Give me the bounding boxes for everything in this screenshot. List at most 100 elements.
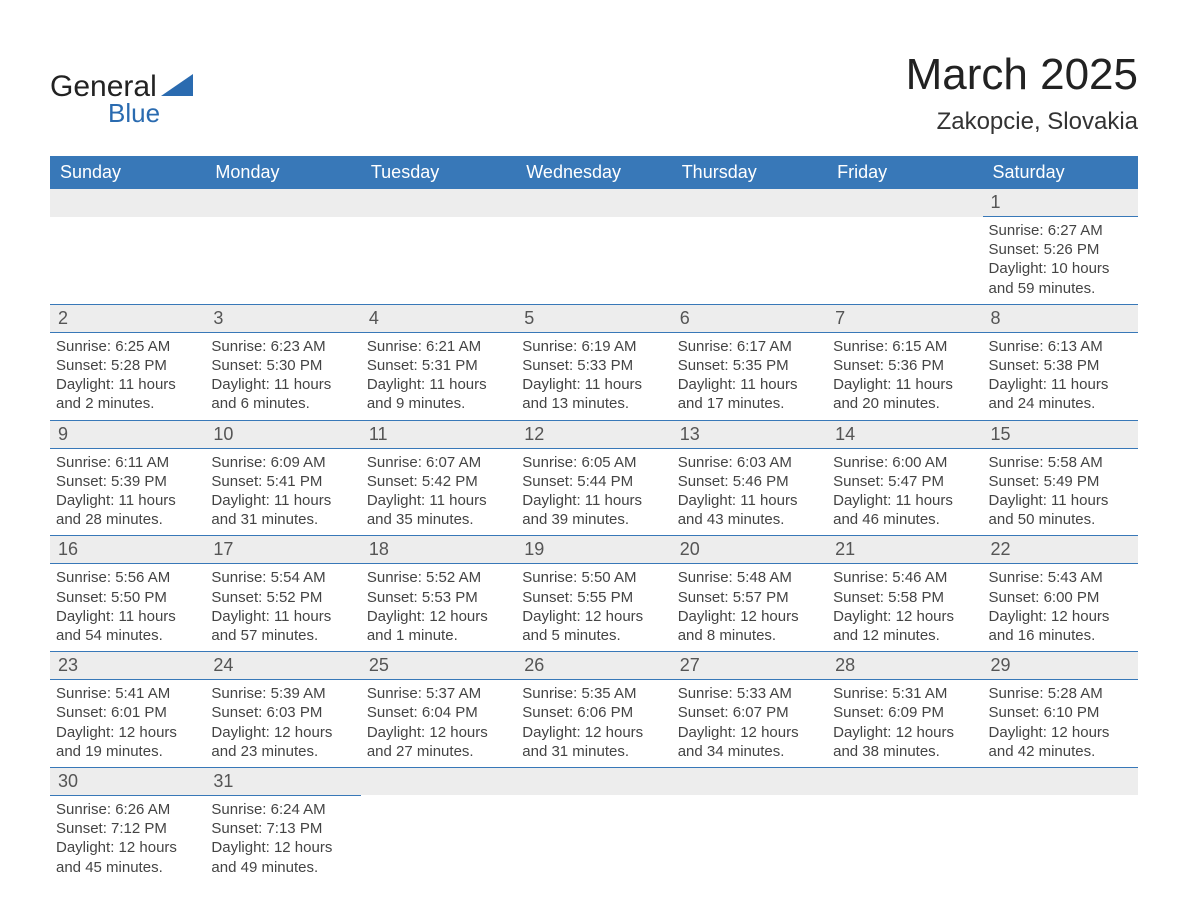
sunrise-text: Sunrise: 6:26 AM xyxy=(56,800,199,819)
sunrise-text: Sunrise: 6:05 AM xyxy=(522,453,665,472)
daylight-text: Daylight: 12 hours xyxy=(678,723,821,742)
daynum-row: 2345678 xyxy=(50,304,1138,332)
daylight-text: Daylight: 12 hours xyxy=(56,838,199,857)
day-number-cell: 3 xyxy=(205,304,360,332)
weekday-header: Thursday xyxy=(672,156,827,189)
daylight-text: Daylight: 12 hours xyxy=(211,723,354,742)
day-number-cell: 16 xyxy=(50,536,205,564)
day-number-cell: 26 xyxy=(516,652,671,680)
day-number-cell xyxy=(672,767,827,795)
sunset-text: Sunset: 6:04 PM xyxy=(367,703,510,722)
sunrise-text: Sunrise: 5:39 AM xyxy=(211,684,354,703)
daylight-text: and 57 minutes. xyxy=(211,626,354,645)
sunrise-text: Sunrise: 5:41 AM xyxy=(56,684,199,703)
sunset-text: Sunset: 5:42 PM xyxy=(367,472,510,491)
week-row: Sunrise: 5:41 AMSunset: 6:01 PM Daylight:… xyxy=(50,680,1138,768)
sunrise-text: Sunrise: 5:50 AM xyxy=(522,568,665,587)
day-detail-cell: Sunrise: 6:24 AMSunset: 7:13 PMDaylight:… xyxy=(205,795,360,882)
day-detail-cell: Sunrise: 5:28 AMSunset: 6:10 PMDaylight:… xyxy=(983,680,1138,768)
week-row: Sunrise: 6:11 AMSunset: 5:39 PM Daylight:… xyxy=(50,448,1138,536)
day-number-cell: 14 xyxy=(827,420,982,448)
sunset-text: Sunset: 5:35 PM xyxy=(678,356,821,375)
sunrise-text: Sunrise: 5:28 AM xyxy=(989,684,1132,703)
daylight-text: Daylight: 10 hours xyxy=(989,259,1132,278)
day-detail-cell: Sunrise: 5:46 AMSunset: 5:58 PMDaylight:… xyxy=(827,564,982,652)
day-detail-cell: Sunrise: 6:11 AMSunset: 5:39 PMDaylight:… xyxy=(50,448,205,536)
daylight-text: Daylight: 12 hours xyxy=(989,723,1132,742)
daylight-text: and 17 minutes. xyxy=(678,394,821,413)
day-detail-cell: Sunrise: 6:00 AMSunset: 5:47 PMDaylight:… xyxy=(827,448,982,536)
day-number-cell: 7 xyxy=(827,304,982,332)
daylight-text: and 45 minutes. xyxy=(56,858,199,877)
sunrise-text: Sunrise: 5:52 AM xyxy=(367,568,510,587)
daylight-text: and 28 minutes. xyxy=(56,510,199,529)
sunrise-text: Sunrise: 5:31 AM xyxy=(833,684,976,703)
day-detail-cell xyxy=(50,217,205,305)
day-detail-cell: Sunrise: 6:25 AMSunset: 5:28 PMDaylight:… xyxy=(50,332,205,420)
sunrise-text: Sunrise: 5:56 AM xyxy=(56,568,199,587)
sunrise-text: Sunrise: 6:07 AM xyxy=(367,453,510,472)
sunset-text: Sunset: 5:58 PM xyxy=(833,588,976,607)
sunset-text: Sunset: 5:47 PM xyxy=(833,472,976,491)
week-row: Sunrise: 6:26 AMSunset: 7:12 PMDaylight:… xyxy=(50,795,1138,882)
daylight-text: and 16 minutes. xyxy=(989,626,1132,645)
day-number-cell: 13 xyxy=(672,420,827,448)
day-detail-cell: Sunrise: 5:58 AMSunset: 5:49 PMDaylight:… xyxy=(983,448,1138,536)
day-detail-cell: Sunrise: 6:05 AMSunset: 5:44 PMDaylight:… xyxy=(516,448,671,536)
daynum-row: 1 xyxy=(50,189,1138,217)
day-number-cell xyxy=(983,767,1138,795)
day-detail-cell: Sunrise: 6:03 AMSunset: 5:46 PMDaylight:… xyxy=(672,448,827,536)
daylight-text: Daylight: 12 hours xyxy=(833,723,976,742)
day-number-cell: 21 xyxy=(827,536,982,564)
daylight-text: Daylight: 11 hours xyxy=(678,491,821,510)
daylight-text: Daylight: 11 hours xyxy=(211,491,354,510)
day-detail-cell: Sunrise: 6:13 AMSunset: 5:38 PMDaylight:… xyxy=(983,332,1138,420)
daylight-text: and 24 minutes. xyxy=(989,394,1132,413)
day-detail-cell xyxy=(672,795,827,882)
day-number-cell: 9 xyxy=(50,420,205,448)
daylight-text: and 9 minutes. xyxy=(367,394,510,413)
day-number-cell: 1 xyxy=(983,189,1138,217)
logo-triangle-icon xyxy=(161,74,193,101)
daylight-text: and 6 minutes. xyxy=(211,394,354,413)
sunrise-text: Sunrise: 5:43 AM xyxy=(989,568,1132,587)
day-detail-cell: Sunrise: 5:56 AMSunset: 5:50 PMDaylight:… xyxy=(50,564,205,652)
day-detail-cell: Sunrise: 6:07 AMSunset: 5:42 PMDaylight:… xyxy=(361,448,516,536)
day-detail-cell: Sunrise: 5:35 AMSunset: 6:06 PMDaylight:… xyxy=(516,680,671,768)
day-detail-cell xyxy=(516,795,671,882)
sunrise-text: Sunrise: 6:11 AM xyxy=(56,453,199,472)
day-number-cell: 30 xyxy=(50,767,205,795)
sunrise-text: Sunrise: 6:19 AM xyxy=(522,337,665,356)
weekday-header: Tuesday xyxy=(361,156,516,189)
day-number-cell: 17 xyxy=(205,536,360,564)
sunset-text: Sunset: 5:41 PM xyxy=(211,472,354,491)
day-detail-cell: Sunrise: 6:17 AMSunset: 5:35 PMDaylight:… xyxy=(672,332,827,420)
day-number-cell: 6 xyxy=(672,304,827,332)
sunset-text: Sunset: 5:39 PM xyxy=(56,472,199,491)
day-number-cell: 31 xyxy=(205,767,360,795)
daylight-text: and 50 minutes. xyxy=(989,510,1132,529)
sunset-text: Sunset: 5:28 PM xyxy=(56,356,199,375)
weekday-header-row: Sunday Monday Tuesday Wednesday Thursday… xyxy=(50,156,1138,189)
sunset-text: Sunset: 6:07 PM xyxy=(678,703,821,722)
day-detail-cell: Sunrise: 5:33 AMSunset: 6:07 PMDaylight:… xyxy=(672,680,827,768)
day-number-cell: 4 xyxy=(361,304,516,332)
weekday-header: Friday xyxy=(827,156,982,189)
daylight-text: and 23 minutes. xyxy=(211,742,354,761)
day-number-cell xyxy=(672,189,827,217)
daylight-text: and 2 minutes. xyxy=(56,394,199,413)
daylight-text: and 49 minutes. xyxy=(211,858,354,877)
day-number-cell: 12 xyxy=(516,420,671,448)
day-detail-cell xyxy=(672,217,827,305)
sunset-text: Sunset: 6:01 PM xyxy=(56,703,199,722)
week-row: Sunrise: 6:27 AMSunset: 5:26 PMDaylight:… xyxy=(50,217,1138,305)
weekday-header: Monday xyxy=(205,156,360,189)
sunrise-text: Sunrise: 5:37 AM xyxy=(367,684,510,703)
daylight-text: and 43 minutes. xyxy=(678,510,821,529)
daylight-text: Daylight: 11 hours xyxy=(367,375,510,394)
day-detail-cell xyxy=(983,795,1138,882)
sunset-text: Sunset: 5:55 PM xyxy=(522,588,665,607)
day-number-cell xyxy=(361,189,516,217)
day-number-cell xyxy=(516,767,671,795)
day-detail-cell: Sunrise: 6:19 AMSunset: 5:33 PMDaylight:… xyxy=(516,332,671,420)
